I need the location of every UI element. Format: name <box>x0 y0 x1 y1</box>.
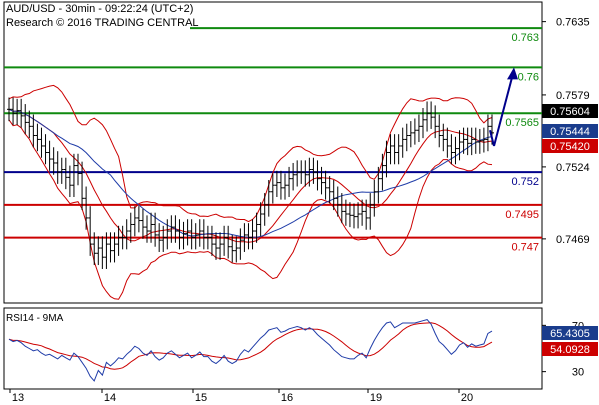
price-tags: 0.75604 0.75444 0.75420 65.4305 54.0928 <box>542 104 598 356</box>
rsi-tag-last <box>542 326 598 340</box>
chart-credit: Research © 2016 TRADING CENTRAL <box>6 17 199 29</box>
chart-title: AUD/USD - 30min - 09:22:24 (UTC+2) <box>6 3 194 15</box>
level-label-0: 0.763 <box>511 32 539 44</box>
moving-average <box>8 108 493 238</box>
level-label-5: 0.747 <box>511 242 539 254</box>
rsi-tick-2: 30 <box>572 367 584 379</box>
x-tick-5: 20 <box>461 392 473 404</box>
price-tag-1 <box>542 124 598 138</box>
forecast-arrow <box>489 67 518 147</box>
x-tick-0: 13 <box>12 392 24 404</box>
x-tick-3: 16 <box>281 392 293 404</box>
bollinger-and-ma <box>8 84 493 300</box>
rsi-panel <box>8 319 493 382</box>
forecast-arrow-dip <box>489 130 495 147</box>
price-tick-1: 0.7579 <box>556 90 590 102</box>
price-bars <box>7 97 494 269</box>
price-tick-0: 0.7635 <box>556 17 590 29</box>
price-tick-2: 0.7524 <box>556 162 590 174</box>
forecast-arrow-head <box>507 67 518 80</box>
level-label-2: 0.7565 <box>505 117 539 129</box>
level-label-3: 0.752 <box>511 176 539 188</box>
price-tag-label-2: 0.75420 <box>550 141 590 153</box>
price-tick-3: 0.7469 <box>556 234 590 246</box>
bollinger-middle <box>8 108 493 243</box>
x-tick-4: 19 <box>370 392 382 404</box>
rsi-tag-last-label: 65.4305 <box>550 328 590 340</box>
rsi-line <box>8 319 493 382</box>
axes: 0.76350.75790.75240.74697050301314151619… <box>9 17 590 404</box>
bollinger-upper <box>8 84 493 223</box>
level-label-1: 0.76 <box>518 71 539 83</box>
rsi-label: RSI14 - 9MA <box>6 313 64 324</box>
price-tag-label-1: 0.75444 <box>550 126 590 138</box>
price-tag-2 <box>542 139 598 153</box>
price-tag-0 <box>542 104 598 118</box>
forecast-arrow-shaft <box>493 77 513 147</box>
level-label-4: 0.7495 <box>505 209 539 221</box>
rsi-panel-frame <box>3 307 543 390</box>
x-tick-2: 15 <box>195 392 207 404</box>
bollinger-lower <box>8 119 493 300</box>
x-tick-1: 14 <box>104 392 116 404</box>
rsi-tag-ma <box>542 342 598 356</box>
price-tag-label-0: 0.75604 <box>550 106 590 118</box>
rsi-tag-ma-label: 54.0928 <box>550 344 590 356</box>
level-lines: 0.763 0.76 0.7565 0.752 0.7495 0.747 <box>4 27 542 254</box>
rsi-ma-line <box>8 322 493 370</box>
